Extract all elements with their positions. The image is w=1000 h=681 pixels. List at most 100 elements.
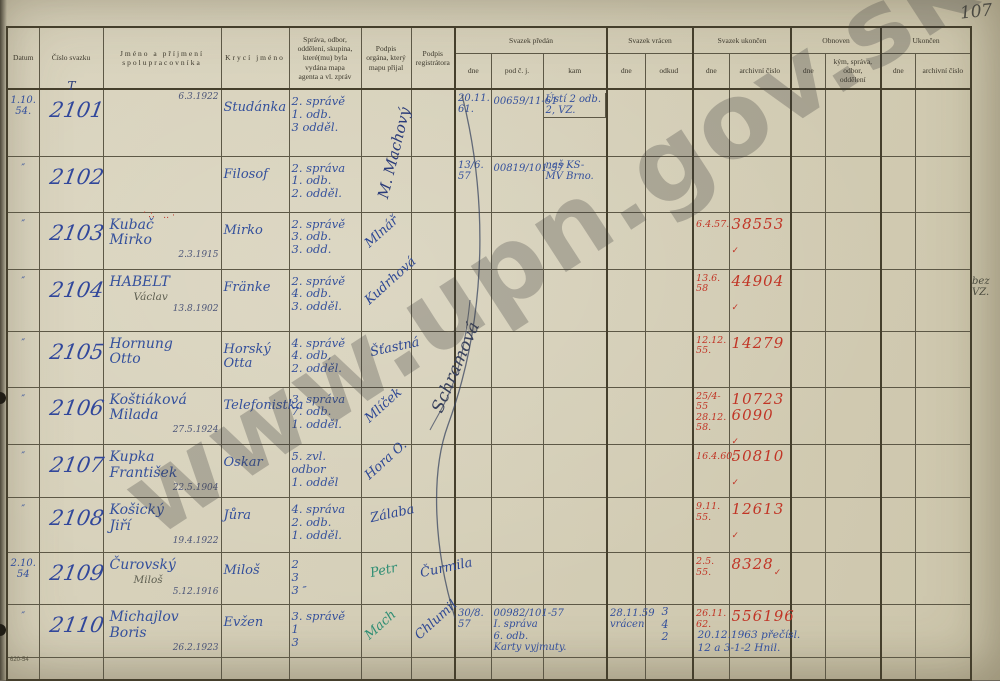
cell-jmeno (102, 155, 222, 213)
cell-datum: ″ (6, 386, 40, 446)
cell-podpis: Mach (360, 604, 412, 659)
cell-u_dne: 6.4.57. (692, 211, 730, 270)
table-row: ″ 2104 HABELT Václav 13.8.1902 Fränke 2. správ… (6, 254, 972, 332)
cell-o_kym (824, 155, 882, 213)
sub-header-dne: dne (692, 52, 730, 90)
cell-kryci: Oskar (220, 444, 290, 499)
cell-p_dne (454, 330, 492, 388)
cell-p_dne (454, 444, 492, 499)
cell-u_arch: 38553✓ (728, 211, 792, 270)
cell-kryci: Filosof (220, 155, 290, 213)
cell-u_dne: 13.6. 58 (692, 268, 730, 332)
cell-p_dne: 30/8. 57 (454, 604, 492, 659)
cell-k_dne (880, 604, 916, 659)
cell-o_dne (790, 657, 826, 681)
cell-u_arch: 12613✓ (728, 497, 792, 554)
scan-edge (0, 0, 7, 680)
cell-u_arch: 556196 20.12.1963 přečísl. 12 a 3-1-2 Hni… (698, 604, 800, 659)
cell-u_arch: 10723 6090✓ (728, 386, 792, 446)
cell-p_cj (490, 444, 544, 499)
cell-sprava: 5. zvl. odbor 1. odděl (288, 444, 362, 499)
cell-kryci: Horský Otta (220, 330, 290, 388)
cell-k_dne (880, 552, 916, 606)
cell-kryci: Telefonistka (220, 386, 303, 446)
cell-o_dne (790, 330, 826, 388)
cell-u_dne: 2.5. 55. (692, 552, 730, 606)
cell-v_dne (606, 444, 646, 499)
cell-k_arch (914, 155, 972, 213)
cell-kryci: Mirko (220, 211, 290, 270)
cell-k_dne (880, 268, 916, 332)
table-row: ″ 2105 Hornung Otto Horský Otta 4. správě 4.… (6, 330, 972, 388)
cell-sprava (288, 657, 362, 681)
cell-reg (410, 497, 456, 554)
cell-p_cj: 00819/101-57 (490, 155, 564, 213)
cell-k_dne (880, 657, 916, 681)
cell-v_dne (606, 657, 646, 681)
cell-o_dne (790, 604, 826, 659)
cell-p_dne (454, 497, 492, 554)
cell-reg (410, 268, 456, 332)
cell-u_arch: 44904✓ (728, 268, 792, 332)
cell-o_dne (790, 444, 826, 499)
cell-o_dne (790, 386, 826, 446)
cell-v_odkud (644, 155, 694, 213)
cell-datum: 1.10. 54. (6, 88, 40, 157)
cell-podpis: Hora O. (360, 438, 412, 499)
cell-podpis (360, 155, 412, 213)
table-row: ″ 2103 ′∴ ‥· Kubač Mirko 2.3.1915 Mirko 2. spr… (6, 211, 972, 270)
cell-cislo: T 2101 (38, 79, 105, 157)
cell-podpis (360, 657, 412, 681)
cell-jmeno: Koštiáková Milada 27.5.1924 (102, 386, 222, 446)
cell-p_dne (454, 386, 492, 446)
cell-podpis (360, 88, 412, 157)
cell-v_odkud (644, 330, 694, 388)
cell-p_dne (454, 552, 492, 606)
cell-v_odkud (644, 211, 694, 270)
cell-cislo: 2110 (38, 604, 105, 659)
cell-v_odkud (644, 88, 694, 157)
cell-jmeno: HABELT Václav 13.8.1902 (102, 268, 222, 332)
cell-u_arch (728, 88, 792, 157)
cell-v_odkud: 3 4 2 (644, 604, 694, 659)
cell-datum: ″ (6, 268, 40, 332)
cell-p_kam (542, 497, 608, 554)
cell-o_dne (790, 552, 826, 606)
cell-cislo: 2106 (38, 386, 105, 446)
group-header-svazek-vracen: Svazek vrácen (606, 26, 694, 54)
cell-reg (410, 330, 456, 388)
cell-datum: ″ (6, 330, 40, 388)
cell-p_cj: 00659/11-61 (490, 88, 558, 157)
cell-reg (410, 88, 456, 157)
group-header-obnoven: Obnoven (790, 26, 882, 54)
cell-k_arch (914, 88, 972, 157)
cell-v_dne (606, 386, 646, 446)
col-header-jmeno: Jméno a příjmení spolupracovníka (102, 26, 222, 90)
cell-o_kym (824, 211, 882, 270)
cell-u_dne: 12.12. 55. (692, 330, 730, 388)
cell-datum (6, 657, 40, 681)
cell-kryci: Jůra (220, 497, 290, 554)
cell-cislo: 2105 (38, 330, 105, 388)
cell-sprava: 3. správě 1 3 (288, 604, 362, 659)
cell-podpis: Zálaba (360, 497, 415, 554)
punch-hole (0, 624, 6, 636)
sub-header-dne: dne (880, 52, 916, 90)
cell-kryci: Fränke (220, 268, 290, 332)
cell-cislo: 2103 (38, 211, 105, 270)
cell-kryci: Evžen (220, 604, 290, 659)
cell-p_cj (490, 330, 544, 388)
table-row: ″ 2107 Kupka František 22.5.1904 Oskar 5. zvl… (6, 438, 972, 499)
cell-k_arch (914, 268, 972, 332)
cell-podpis: Petr (360, 552, 412, 606)
table-row (6, 657, 972, 681)
cell-p_kam (542, 211, 608, 270)
cell-k_dne (880, 155, 916, 213)
cell-cislo: 2108 (38, 497, 105, 554)
cell-podpis: Kudrhová (360, 254, 419, 332)
col-header-podpis-organa: Podpis orgána, který mapu přijal (360, 26, 412, 90)
cell-jmeno: ′∴ ‥· Kubač Mirko 2.3.1915 (102, 211, 222, 270)
cell-o_dne (790, 268, 826, 332)
cell-o_kym (824, 552, 882, 606)
cell-u_dne: 25/4-55 28.12. 58. (692, 386, 730, 446)
